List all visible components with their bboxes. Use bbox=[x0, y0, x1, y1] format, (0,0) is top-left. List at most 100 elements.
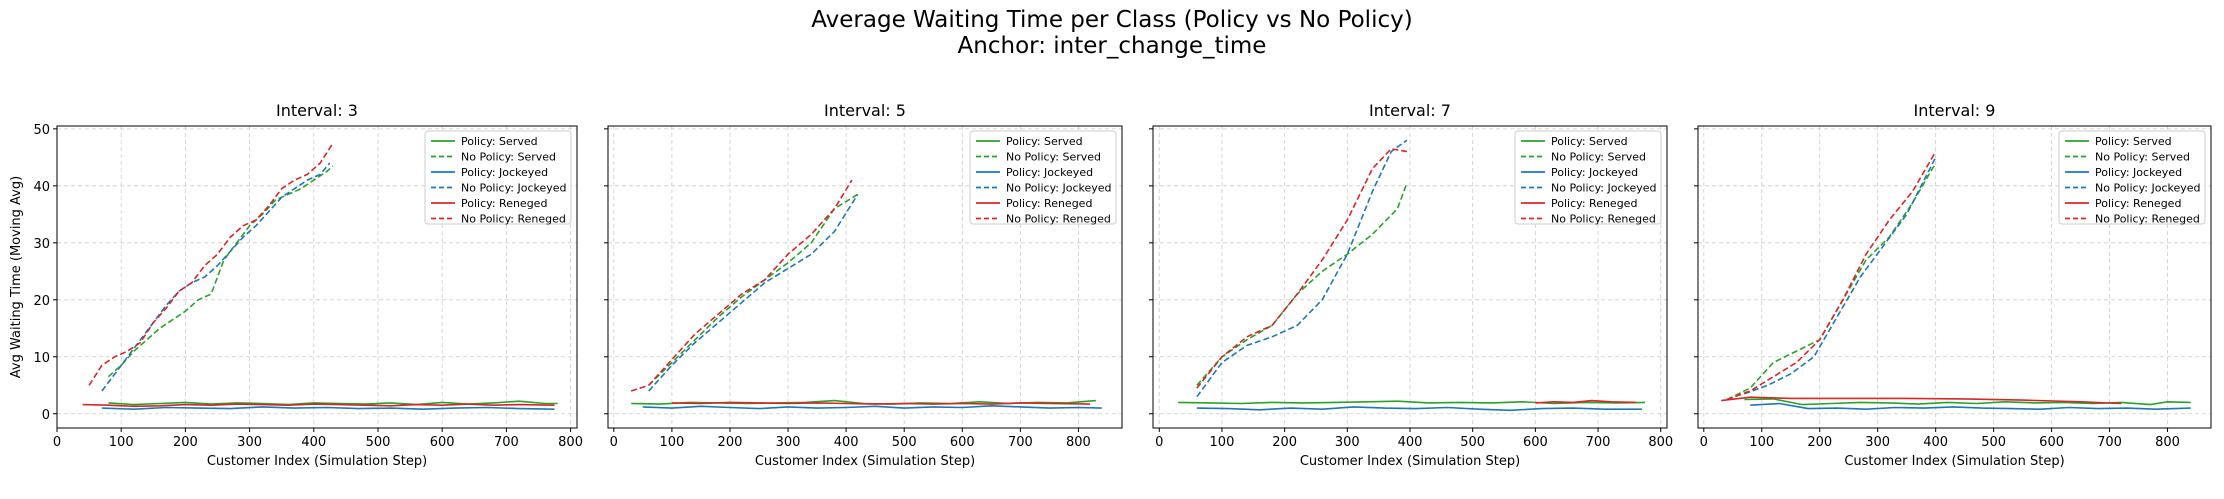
series-group bbox=[1178, 139, 1646, 412]
series-line bbox=[671, 401, 1091, 405]
x-tick-label: 0 bbox=[1700, 435, 1708, 450]
y-tick-label: 50 bbox=[33, 123, 50, 138]
series-line bbox=[648, 193, 859, 386]
legend-label: Policy: Served bbox=[2095, 135, 2172, 148]
x-tick-label: 300 bbox=[237, 435, 262, 450]
y-tick-label: 30 bbox=[33, 237, 50, 252]
x-tick-label: 100 bbox=[1210, 435, 1235, 450]
plot-frame bbox=[56, 125, 578, 429]
legend: Policy: Served No Policy: Served Policy: J… bbox=[969, 130, 1117, 226]
series-line bbox=[1750, 402, 2191, 411]
y-tick-label: 10 bbox=[33, 351, 50, 366]
x-tick-label: 500 bbox=[1981, 435, 2006, 450]
y-tick-label: 20 bbox=[33, 294, 50, 309]
subplot-4: 0 100 200 300 400 500 600 700 800 Interval: 9 Cust… bbox=[1694, 101, 2212, 469]
series-line bbox=[1196, 139, 1408, 398]
legend-label: No Policy: Jockeyed bbox=[1551, 182, 1657, 195]
series-line bbox=[642, 404, 1102, 410]
x-tick-label: 700 bbox=[2097, 435, 2122, 450]
x-tick-label: 700 bbox=[1008, 435, 1033, 450]
legend-label: No Policy: Reneged bbox=[2095, 213, 2200, 226]
series-group bbox=[1721, 151, 2191, 411]
legend-label: No Policy: Served bbox=[461, 151, 556, 164]
plot-frame bbox=[1697, 125, 2212, 429]
plot-frame bbox=[607, 125, 1123, 429]
series-line bbox=[107, 165, 334, 378]
legend: Policy: Served No Policy: Served Policy: J… bbox=[424, 130, 572, 226]
legend: Policy: Served No Policy: Served Policy: J… bbox=[1514, 130, 1662, 226]
legend-box bbox=[2058, 130, 2206, 225]
y-tick-label: 0 bbox=[42, 408, 50, 423]
legend-label: No Policy: Jockeyed bbox=[1006, 182, 1112, 195]
x-tick-label: 500 bbox=[892, 435, 917, 450]
figure-title: Average Waiting Time per Class (Policy v… bbox=[811, 7, 1413, 33]
y-axis-label: Avg Waiting Time (Moving Avg) bbox=[9, 176, 24, 378]
x-tick-label: 400 bbox=[301, 435, 326, 450]
x-tick-label: 400 bbox=[1923, 435, 1948, 450]
x-tick-label: 300 bbox=[776, 435, 801, 450]
x-tick-label: 0 bbox=[610, 435, 618, 450]
legend-box bbox=[969, 130, 1117, 225]
legend-label: No Policy: Reneged bbox=[1006, 213, 1111, 226]
series-line bbox=[1196, 148, 1408, 389]
x-tick-label: 600 bbox=[950, 435, 975, 450]
series-line bbox=[101, 162, 331, 392]
x-tick-label: 200 bbox=[1807, 435, 1832, 450]
x-tick-label: 0 bbox=[1155, 435, 1163, 450]
series-group bbox=[630, 179, 1102, 410]
legend-label: Policy: Jockeyed bbox=[461, 166, 548, 179]
subplot-title: Interval: 7 bbox=[1369, 101, 1451, 120]
series-line bbox=[82, 403, 555, 408]
x-tick-label: 400 bbox=[1398, 435, 1423, 450]
series-line bbox=[1196, 406, 1642, 412]
series-line bbox=[648, 193, 859, 392]
legend-label: Policy: Served bbox=[1551, 135, 1628, 148]
x-tick-label: 100 bbox=[109, 435, 134, 450]
x-tick-label: 800 bbox=[2155, 435, 2180, 450]
series-line bbox=[1744, 398, 2191, 406]
series-line bbox=[1744, 156, 1937, 395]
x-tick-label: 600 bbox=[430, 435, 455, 450]
subplot-title: Interval: 5 bbox=[824, 101, 906, 120]
x-tick-label: 600 bbox=[2039, 435, 2064, 450]
series-line bbox=[630, 179, 853, 392]
legend-label: No Policy: Jockeyed bbox=[461, 182, 567, 195]
series-line bbox=[88, 142, 334, 386]
legend-box bbox=[1514, 130, 1662, 225]
x-tick-label: 0 bbox=[53, 435, 61, 450]
legend-box bbox=[424, 130, 572, 225]
x-tick-label: 700 bbox=[1586, 435, 1611, 450]
x-tick-label: 200 bbox=[173, 435, 198, 450]
legend-label: Policy: Reneged bbox=[461, 197, 547, 210]
subplot-title: Interval: 3 bbox=[276, 101, 358, 120]
x-tick-label: 500 bbox=[1460, 435, 1485, 450]
legend-label: No Policy: Served bbox=[1006, 151, 1101, 164]
x-tick-label: 200 bbox=[718, 435, 743, 450]
legend: Policy: Served No Policy: Served Policy: J… bbox=[2058, 130, 2206, 226]
legend-label: No Policy: Served bbox=[2095, 151, 2190, 164]
subplot-title: Interval: 9 bbox=[1914, 101, 1996, 120]
x-tick-label: 400 bbox=[834, 435, 859, 450]
x-tick-label: 800 bbox=[558, 435, 583, 450]
legend-label: Policy: Served bbox=[461, 135, 538, 148]
series-group bbox=[82, 142, 558, 411]
x-tick-label: 600 bbox=[1523, 435, 1548, 450]
x-tick-label: 800 bbox=[1648, 435, 1673, 450]
subplot-2: 0 100 200 300 400 500 600 700 800 Interval: 5 Cust… bbox=[604, 101, 1123, 469]
series-line bbox=[101, 406, 555, 411]
x-tick-label: 300 bbox=[1335, 435, 1360, 450]
x-tick-label: 100 bbox=[1749, 435, 1774, 450]
x-tick-label: 100 bbox=[659, 435, 684, 450]
legend-label: Policy: Jockeyed bbox=[2095, 166, 2182, 179]
x-tick-label: 800 bbox=[1066, 435, 1091, 450]
x-tick-label: 200 bbox=[1272, 435, 1297, 450]
legend-label: Policy: Reneged bbox=[2095, 197, 2181, 210]
x-tick-label: 500 bbox=[366, 435, 391, 450]
legend-label: Policy: Reneged bbox=[1551, 197, 1637, 210]
subplot-3: 0 100 200 300 400 500 600 700 800 Interval: 7 Cust… bbox=[1149, 101, 1673, 469]
legend-label: No Policy: Jockeyed bbox=[2095, 182, 2201, 195]
x-axis-label: Customer Index (Simulation Step) bbox=[207, 454, 427, 469]
figure-subtitle: Anchor: inter_change_time bbox=[957, 33, 1267, 59]
